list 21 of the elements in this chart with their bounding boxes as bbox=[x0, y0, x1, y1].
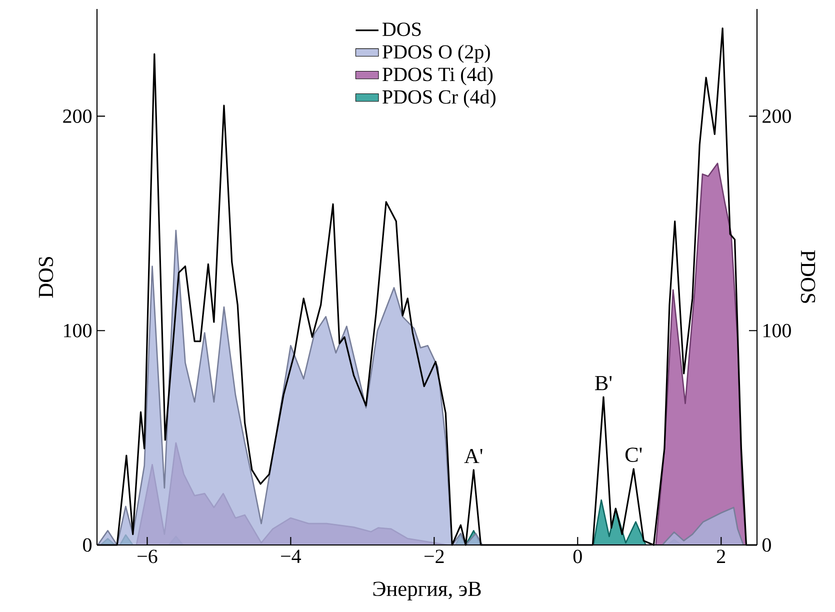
x-tick-label: −4 bbox=[281, 550, 302, 563]
legend-label: PDOS Ti (4d) bbox=[382, 67, 493, 86]
annotation: A' bbox=[464, 448, 482, 464]
y-tick-label: 100 bbox=[64, 324, 92, 338]
annotation: B' bbox=[595, 376, 612, 390]
legend-label: PDOS O (2p) bbox=[382, 44, 490, 63]
legend-label: DOS bbox=[382, 22, 421, 36]
legend-label: PDOS Cr (4d) bbox=[382, 90, 496, 108]
x-tick-label: −6 bbox=[138, 550, 158, 564]
y-axis-title: DOS bbox=[38, 257, 54, 298]
x-tick-label: 2 bbox=[717, 550, 726, 563]
y2-tick-label: 100 bbox=[763, 324, 791, 338]
y2-axis-title: PDOS bbox=[800, 250, 816, 303]
annotation: C' bbox=[625, 448, 642, 462]
y2-tick-label: 200 bbox=[762, 109, 791, 123]
x-axis-title: Энергия, эВ bbox=[373, 582, 481, 600]
x-tick-label: 0 bbox=[573, 550, 582, 564]
x-tick-label: −2 bbox=[424, 550, 444, 563]
y-tick-label: 0 bbox=[83, 538, 92, 552]
y2-tick-label: 0 bbox=[762, 538, 771, 552]
y-tick-label: 200 bbox=[63, 109, 92, 123]
